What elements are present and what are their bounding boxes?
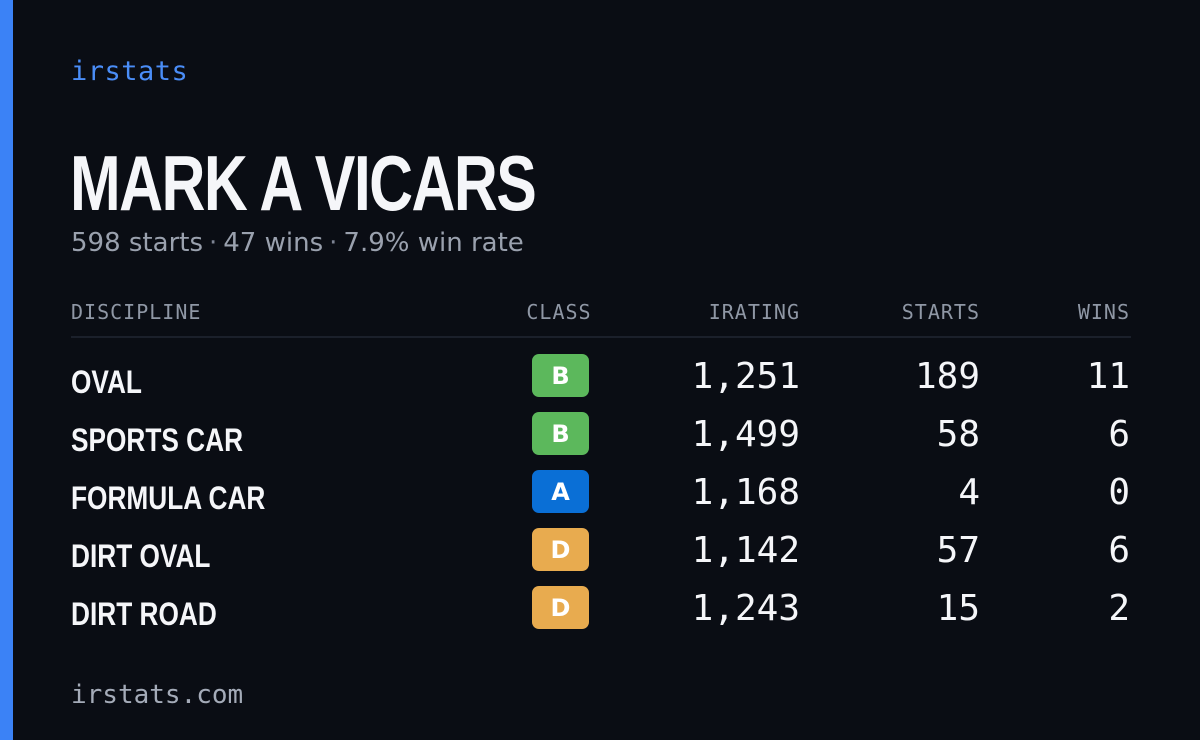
discipline-stats-table: DISCIPLINE CLASS IRATING STARTS WINS OVA… [71, 296, 1131, 644]
discipline-name: FORMULA CAR [71, 480, 266, 516]
wins-value: 11 [1086, 356, 1130, 397]
wins-value: 6 [1108, 530, 1130, 571]
footer-url: irstats.com [71, 680, 244, 710]
class-badge: A [532, 470, 589, 513]
class-badge: B [532, 354, 589, 397]
discipline-name: DIRT ROAD [71, 596, 217, 632]
class-badge: B [532, 412, 589, 455]
accent-bar [0, 0, 13, 740]
irating-value: 1,142 [691, 530, 800, 571]
discipline-name: OVAL [71, 364, 142, 400]
header-starts: STARTS [901, 300, 980, 324]
class-badge: D [532, 528, 589, 571]
header-irating: IRATING [708, 300, 800, 324]
irating-value: 1,251 [691, 356, 800, 397]
starts-value: 58 [936, 414, 980, 455]
summary-wins: 47 wins [223, 228, 324, 258]
summary-starts: 598 starts [71, 228, 203, 258]
brand-logo-text: irstats [71, 56, 189, 87]
wins-value: 6 [1108, 414, 1130, 455]
table-row: DIRT OVAL D 1,142 57 6 [71, 528, 1131, 586]
starts-value: 189 [914, 356, 980, 397]
table-row: FORMULA CAR A 1,168 4 0 [71, 470, 1131, 528]
starts-value: 4 [958, 472, 980, 513]
discipline-name: SPORTS CAR [71, 422, 244, 458]
wins-value: 0 [1108, 472, 1130, 513]
table-row: OVAL B 1,251 189 11 [71, 354, 1131, 412]
wins-value: 2 [1108, 588, 1130, 629]
summary-separator: · [209, 228, 218, 258]
starts-value: 57 [936, 530, 980, 571]
header-wins: WINS [1077, 300, 1130, 324]
starts-value: 15 [936, 588, 980, 629]
discipline-name: DIRT OVAL [71, 538, 211, 574]
header-class: CLASS [526, 300, 592, 324]
irating-value: 1,168 [691, 472, 800, 513]
table-row: DIRT ROAD D 1,243 15 2 [71, 586, 1131, 644]
class-badge: D [532, 586, 589, 629]
table-row: SPORTS CAR B 1,499 58 6 [71, 412, 1131, 470]
table-body: OVAL B 1,251 189 11 SPORTS CAR B 1,499 5… [71, 354, 1131, 644]
irating-value: 1,499 [691, 414, 800, 455]
player-name: MARK A VICARS [70, 139, 537, 227]
player-summary: 598 starts · 47 wins · 7.9% win rate [71, 228, 524, 258]
header-discipline: DISCIPLINE [71, 300, 202, 324]
table-header: DISCIPLINE CLASS IRATING STARTS WINS [71, 296, 1131, 338]
summary-win-rate: 7.9% win rate [343, 228, 524, 258]
irating-value: 1,243 [691, 588, 800, 629]
summary-separator: · [329, 228, 338, 258]
